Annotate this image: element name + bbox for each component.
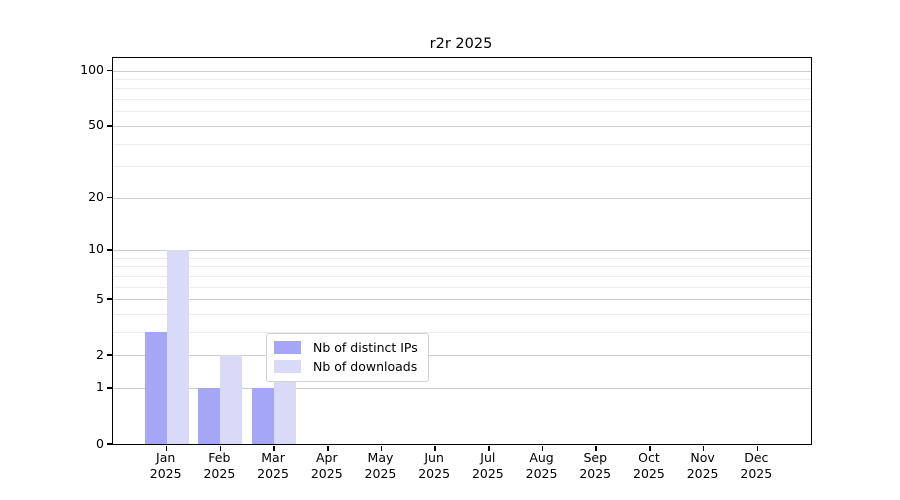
y-axis-tick-label: 100 [80, 62, 104, 78]
y-gridline-minor [113, 286, 811, 288]
y-axis-tick-label: 10 [88, 241, 104, 257]
legend-swatch [274, 341, 301, 354]
x-axis-tick-label: Mar 2025 [257, 450, 289, 481]
x-axis-tick-label: Dec 2025 [740, 450, 773, 481]
y-axis-tick [106, 354, 112, 356]
y-axis-tick-label: 0 [96, 435, 104, 451]
y-gridline-minor [113, 143, 811, 145]
y-gridline-minor [113, 257, 811, 259]
x-axis-tick-label: Jul 2025 [471, 450, 504, 481]
x-axis-tick [756, 445, 759, 451]
x-axis-tick-label: Apr 2025 [310, 450, 343, 481]
y-gridline-major [113, 299, 811, 301]
y-gridline-minor [113, 88, 811, 90]
x-axis-tick-label: Sep 2025 [579, 450, 612, 481]
y-axis-tick-label: 20 [88, 189, 104, 205]
y-axis-tick [106, 387, 112, 389]
y-axis-tick [106, 249, 112, 251]
y-gridline-minor [113, 166, 811, 168]
y-gridline-minor [113, 275, 811, 277]
x-axis-tick [380, 445, 383, 451]
x-axis-tick [327, 445, 329, 451]
y-gridline-minor [113, 99, 811, 101]
y-gridline-major [113, 387, 811, 389]
x-axis-tick-label: Nov 2025 [686, 450, 719, 481]
y-axis-tick [106, 443, 112, 445]
y-gridline-minor [113, 79, 811, 81]
x-axis-tick-label: Aug 2025 [525, 450, 558, 481]
x-axis-tick [488, 445, 490, 451]
y-gridline-major [113, 197, 811, 199]
bar-distinct-ips-jan [144, 331, 167, 444]
y-gridline-minor [113, 331, 811, 333]
x-axis-tick-label: Feb 2025 [203, 450, 236, 481]
legend-swatch [274, 360, 301, 373]
x-axis-tick [595, 445, 597, 451]
y-gridline-minor [113, 266, 811, 268]
y-gridline-minor [113, 111, 811, 113]
x-axis-tick [273, 445, 275, 451]
x-axis-tick-label: Jan 2025 [149, 450, 182, 481]
x-axis-tick [541, 445, 544, 451]
y-gridline-major [113, 249, 811, 251]
chart-title: r2r 2025 [429, 36, 493, 52]
x-axis-tick [702, 445, 705, 451]
x-axis-tick-label: Oct 2025 [633, 450, 665, 481]
bar-distinct-ips-mar [252, 387, 275, 444]
x-axis-tick-label: Jun 2025 [418, 450, 451, 481]
legend-item: Nb of downloads [274, 357, 418, 376]
y-gridline-major [113, 125, 811, 127]
y-axis-tick-label: 50 [88, 117, 104, 133]
x-axis-tick [165, 445, 168, 451]
y-axis-tick [106, 69, 112, 72]
bar-downloads-jan [166, 249, 189, 444]
x-axis-tick [649, 445, 651, 451]
y-axis-tick [106, 196, 112, 199]
plot-area [106, 57, 812, 451]
y-gridline-minor [113, 313, 811, 315]
x-axis-tick-label: May 2025 [364, 450, 397, 481]
legend-item: Nb of distinct IPs [274, 338, 418, 357]
legend-label: Nb of distinct IPs [313, 340, 418, 355]
y-axis-tick-label: 5 [96, 290, 104, 306]
x-axis-tick [434, 445, 436, 451]
bar-downloads-feb [220, 355, 243, 444]
y-axis-tick-label: 1 [96, 379, 104, 395]
legend-label: Nb of downloads [313, 359, 418, 374]
y-gridline-major [113, 70, 811, 72]
legend: Nb of distinct IPs Nb of downloads [266, 333, 429, 382]
y-axis-tick-label: 2 [96, 346, 104, 362]
y-gridline-major [113, 355, 811, 357]
y-axis-tick [106, 298, 112, 300]
y-axis-tick [106, 125, 112, 127]
bar-distinct-ips-feb [198, 387, 221, 444]
x-axis-tick [219, 445, 222, 451]
